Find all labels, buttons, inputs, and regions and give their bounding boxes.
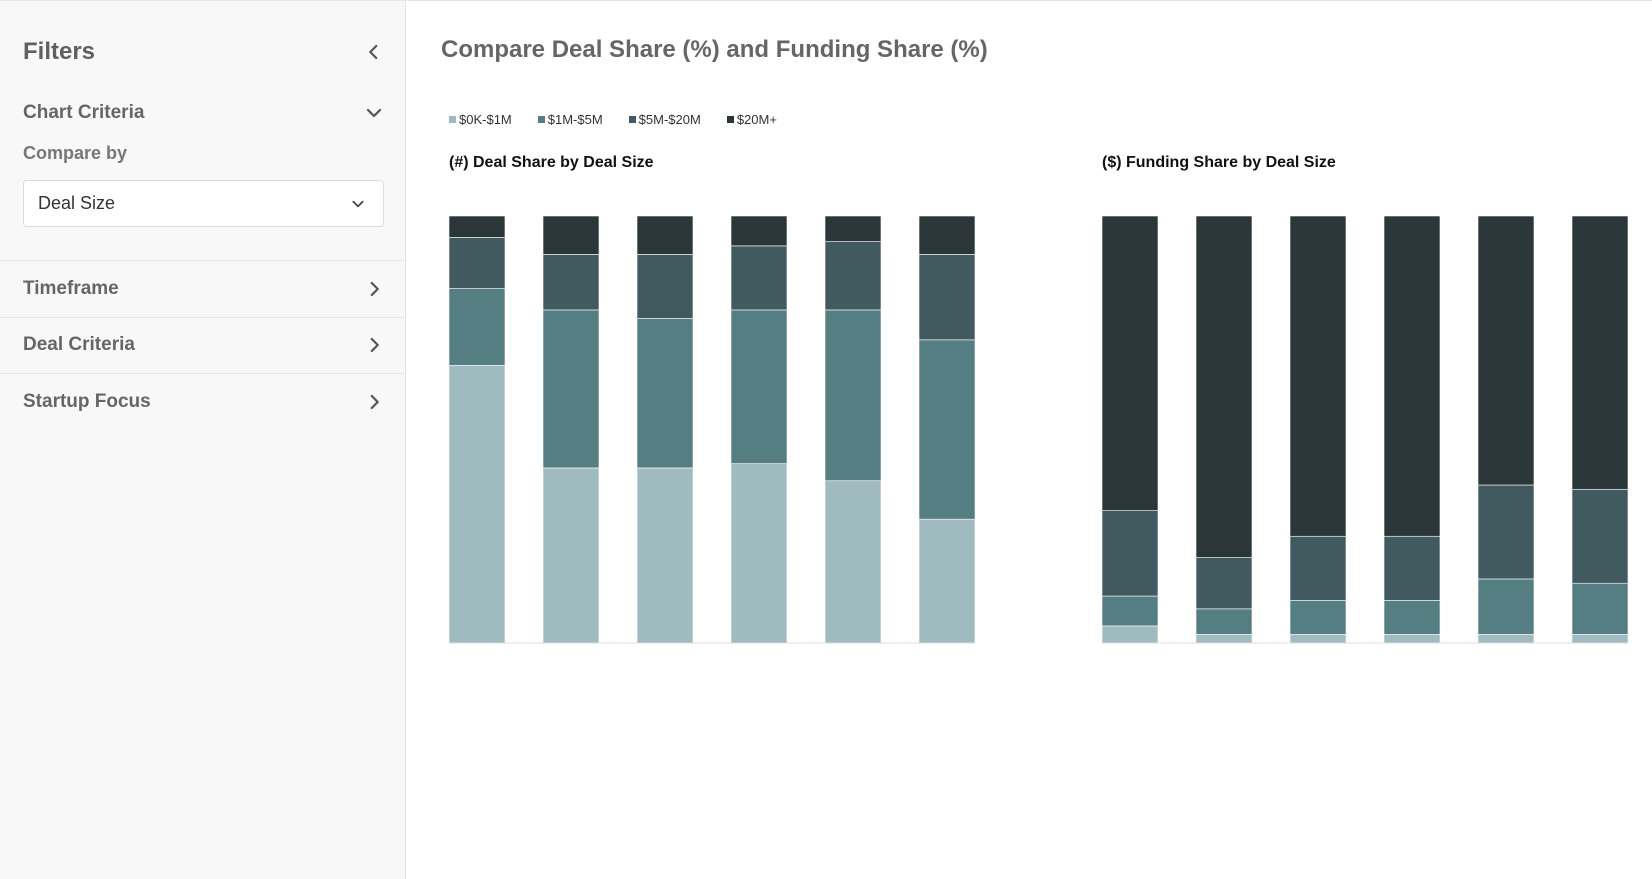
sidebar-item-label: Timeframe (23, 278, 119, 299)
page-title: Compare Deal Share (%) and Funding Share… (441, 36, 988, 63)
bar-segment-0k-1m[interactable] (448, 365, 506, 644)
bar-segment-1m-5m[interactable] (636, 318, 694, 469)
bar-segment-1m-5m[interactable] (448, 288, 506, 366)
sidebar-item-startup-focus[interactable]: Startup Focus (0, 374, 405, 430)
sidebar-item-label: Deal Criteria (23, 334, 135, 355)
sidebar-item-deal-criteria[interactable]: Deal Criteria (0, 317, 405, 373)
bar-segment-20m-plus[interactable] (542, 215, 600, 255)
chevron-right-icon (363, 391, 385, 413)
deal-share-chart (448, 215, 976, 644)
legend-label: $5M-$20M (638, 112, 701, 127)
bar-segment-5m-20m[interactable] (1477, 484, 1535, 580)
bar-segment-20m-plus[interactable] (918, 215, 976, 255)
bar-segment-0k-1m[interactable] (1571, 634, 1629, 644)
bar-segment-0k-1m[interactable] (730, 463, 788, 644)
collapse-sidebar-icon[interactable] (363, 41, 385, 63)
sidebar-item-label: Startup Focus (23, 391, 151, 412)
legend-item[interactable]: $1M-$5M (537, 112, 603, 127)
bar-segment-0k-1m[interactable] (824, 480, 882, 644)
bar-segment-1m-5m[interactable] (1383, 599, 1441, 635)
bar-segment-5m-20m[interactable] (1289, 535, 1347, 601)
bar-segment-20m-plus[interactable] (730, 215, 788, 247)
bar-segment-1m-5m[interactable] (918, 339, 976, 520)
bar-segment-20m-plus[interactable] (1383, 215, 1441, 537)
bar-segment-5m-20m[interactable] (448, 237, 506, 289)
bar-segment-5m-20m[interactable] (542, 254, 600, 311)
filters-header: Filters (23, 35, 385, 69)
chevron-down-icon (347, 193, 369, 215)
filters-title: Filters (23, 38, 96, 65)
divider (0, 317, 405, 318)
bar-segment-20m-plus[interactable] (1571, 215, 1629, 490)
bar-segment-20m-plus[interactable] (1101, 215, 1159, 511)
legend-item[interactable]: $0K-$1M (449, 112, 512, 127)
legend-label: $20M+ (736, 112, 777, 127)
filters-sidebar: Filters Chart Criteria Compare by Deal S… (0, 0, 406, 879)
legend-item[interactable]: $5M-$20M (628, 112, 701, 127)
bar-segment-20m-plus[interactable] (1195, 215, 1253, 558)
bar-segment-0k-1m[interactable] (636, 467, 694, 644)
bar-segment-1m-5m[interactable] (1289, 599, 1347, 635)
legend-swatch (628, 116, 636, 123)
bar-segment-0k-1m[interactable] (1101, 625, 1159, 644)
bar-segment-0k-1m[interactable] (1289, 634, 1347, 644)
bar-segment-5m-20m[interactable] (918, 254, 976, 341)
sidebar-item-timeframe[interactable]: Timeframe (0, 261, 405, 317)
bar-segment-5m-20m[interactable] (1383, 535, 1441, 601)
bar-segment-20m-plus[interactable] (448, 215, 506, 238)
bar-segment-5m-20m[interactable] (824, 241, 882, 311)
bar-segment-0k-1m[interactable] (1383, 634, 1441, 644)
chart-legend: $0K-$1M $1M-$5M $5M-$20M $20M+ (449, 112, 777, 127)
bar-segment-1m-5m[interactable] (730, 309, 788, 464)
bar-segment-20m-plus[interactable] (636, 215, 694, 255)
bar-segment-0k-1m[interactable] (1477, 634, 1535, 644)
legend-item[interactable]: $20M+ (726, 112, 777, 127)
chart-criteria-toggle[interactable]: Chart Criteria (23, 99, 385, 127)
bar-segment-0k-1m[interactable] (542, 467, 600, 644)
bar-segment-1m-5m[interactable] (1477, 578, 1535, 635)
bar-segment-0k-1m[interactable] (918, 518, 976, 644)
bar-segment-1m-5m[interactable] (1101, 595, 1159, 627)
funding-share-chart-title: ($) Funding Share by Deal Size (1102, 154, 1336, 171)
compare-by-select[interactable]: Deal Size (23, 180, 384, 227)
compare-by-label: Compare by (23, 143, 128, 163)
chevron-right-icon (363, 278, 385, 300)
funding-share-chart (1101, 215, 1629, 644)
bar-segment-5m-20m[interactable] (1101, 510, 1159, 597)
legend-swatch (726, 116, 734, 123)
bar-segment-5m-20m[interactable] (1195, 557, 1253, 610)
chevron-down-icon (363, 102, 385, 124)
bar-segment-5m-20m[interactable] (636, 254, 694, 319)
bar-segment-1m-5m[interactable] (542, 309, 600, 469)
chevron-right-icon (363, 334, 385, 356)
deal-share-chart-title: (#) Deal Share by Deal Size (449, 154, 654, 171)
bar-segment-20m-plus[interactable] (1477, 215, 1535, 486)
bar-segment-20m-plus[interactable] (1289, 215, 1347, 537)
bar-segment-5m-20m[interactable] (730, 245, 788, 311)
bar-segment-5m-20m[interactable] (1571, 488, 1629, 584)
divider (0, 260, 405, 261)
legend-swatch (449, 116, 456, 123)
chart-criteria-label: Chart Criteria (23, 102, 145, 123)
bar-segment-1m-5m[interactable] (1195, 608, 1253, 635)
compare-by-value: Deal Size (38, 193, 116, 213)
bar-segment-1m-5m[interactable] (824, 309, 882, 482)
legend-swatch (537, 116, 545, 123)
bar-segment-0k-1m[interactable] (1195, 634, 1253, 644)
bar-segment-20m-plus[interactable] (824, 215, 882, 242)
legend-label: $0K-$1M (459, 112, 512, 127)
main-panel: Compare Deal Share (%) and Funding Share… (407, 0, 1652, 879)
divider (0, 373, 405, 374)
bar-segment-1m-5m[interactable] (1571, 582, 1629, 635)
legend-label: $1M-$5M (547, 112, 603, 127)
